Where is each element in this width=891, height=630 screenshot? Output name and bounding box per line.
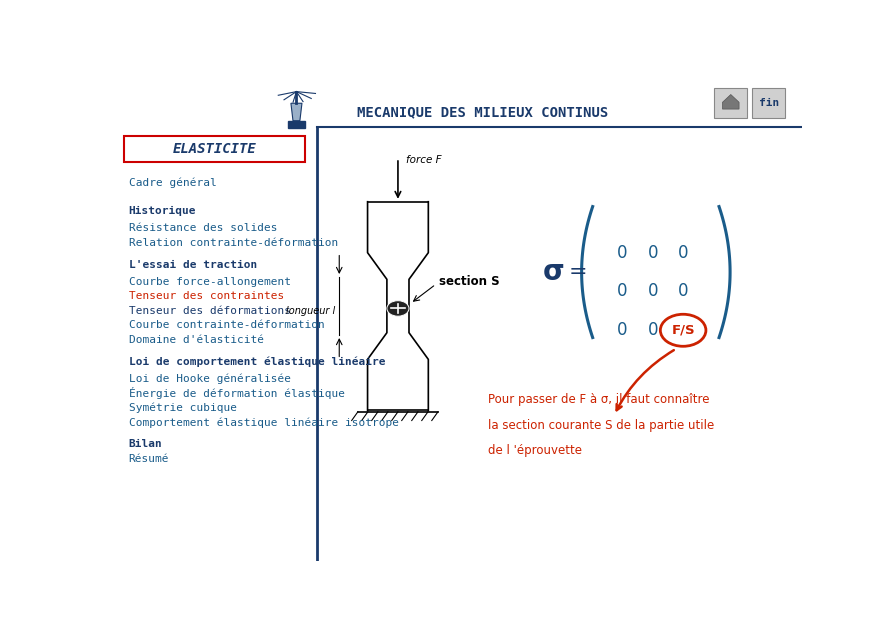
Polygon shape xyxy=(723,94,739,109)
FancyBboxPatch shape xyxy=(715,88,748,118)
Text: Loi de Hooke généralisée: Loi de Hooke généralisée xyxy=(128,374,290,384)
Text: Cadre général: Cadre général xyxy=(128,177,217,188)
Text: 0: 0 xyxy=(678,282,689,301)
Text: la section courante S de la partie utile: la section courante S de la partie utile xyxy=(487,418,714,432)
Text: 0: 0 xyxy=(678,244,689,261)
Text: Tenseur des contraintes: Tenseur des contraintes xyxy=(128,291,284,301)
Text: Loi de comportement élastique linéaire: Loi de comportement élastique linéaire xyxy=(128,357,385,367)
Text: Énergie de déformation élastique: Énergie de déformation élastique xyxy=(128,387,345,399)
Text: Bilan: Bilan xyxy=(128,439,162,449)
Text: Résistance des solides: Résistance des solides xyxy=(128,224,277,233)
Text: section S: section S xyxy=(439,275,500,289)
Text: Résumé: Résumé xyxy=(128,454,169,464)
Bar xyxy=(288,121,305,127)
Text: Tenseur des déformations: Tenseur des déformations xyxy=(128,306,290,316)
Text: Historique: Historique xyxy=(128,207,196,217)
Text: F/S: F/S xyxy=(671,324,695,337)
FancyBboxPatch shape xyxy=(752,88,785,118)
Text: fin: fin xyxy=(758,98,779,108)
Text: Symétrie cubique: Symétrie cubique xyxy=(128,403,237,413)
Text: ELASTICITE: ELASTICITE xyxy=(172,142,256,156)
Text: 0: 0 xyxy=(648,321,658,340)
Text: =: = xyxy=(568,262,587,282)
Text: Pour passer de F à σ, il faut connaître: Pour passer de F à σ, il faut connaître xyxy=(487,393,709,406)
Text: Courbe contrainte-déformation: Courbe contrainte-déformation xyxy=(128,321,324,330)
Text: de l 'éprouvette: de l 'éprouvette xyxy=(487,444,582,457)
Text: longueur l: longueur l xyxy=(286,306,335,316)
Text: Comportement élastique linéaire isotrope: Comportement élastique linéaire isotrope xyxy=(128,417,398,428)
Text: 0: 0 xyxy=(617,321,627,340)
Text: Courbe force-allongement: Courbe force-allongement xyxy=(128,277,290,287)
Text: 0: 0 xyxy=(648,244,658,261)
Text: L'essai de traction: L'essai de traction xyxy=(128,260,257,270)
Circle shape xyxy=(388,301,408,316)
Text: 0: 0 xyxy=(617,244,627,261)
Text: Relation contrainte-déformation: Relation contrainte-déformation xyxy=(128,238,338,248)
Text: 0: 0 xyxy=(648,282,658,301)
Polygon shape xyxy=(290,103,302,121)
Text: MECANIQUE DES MILIEUX CONTINUS: MECANIQUE DES MILIEUX CONTINUS xyxy=(356,105,608,119)
FancyBboxPatch shape xyxy=(124,135,305,162)
Circle shape xyxy=(660,314,706,347)
Text: 0: 0 xyxy=(617,282,627,301)
Text: Domaine d'élasticité: Domaine d'élasticité xyxy=(128,335,264,345)
Text: force F: force F xyxy=(406,156,442,166)
Text: $\mathbf{\sigma}$: $\mathbf{\sigma}$ xyxy=(543,258,564,286)
